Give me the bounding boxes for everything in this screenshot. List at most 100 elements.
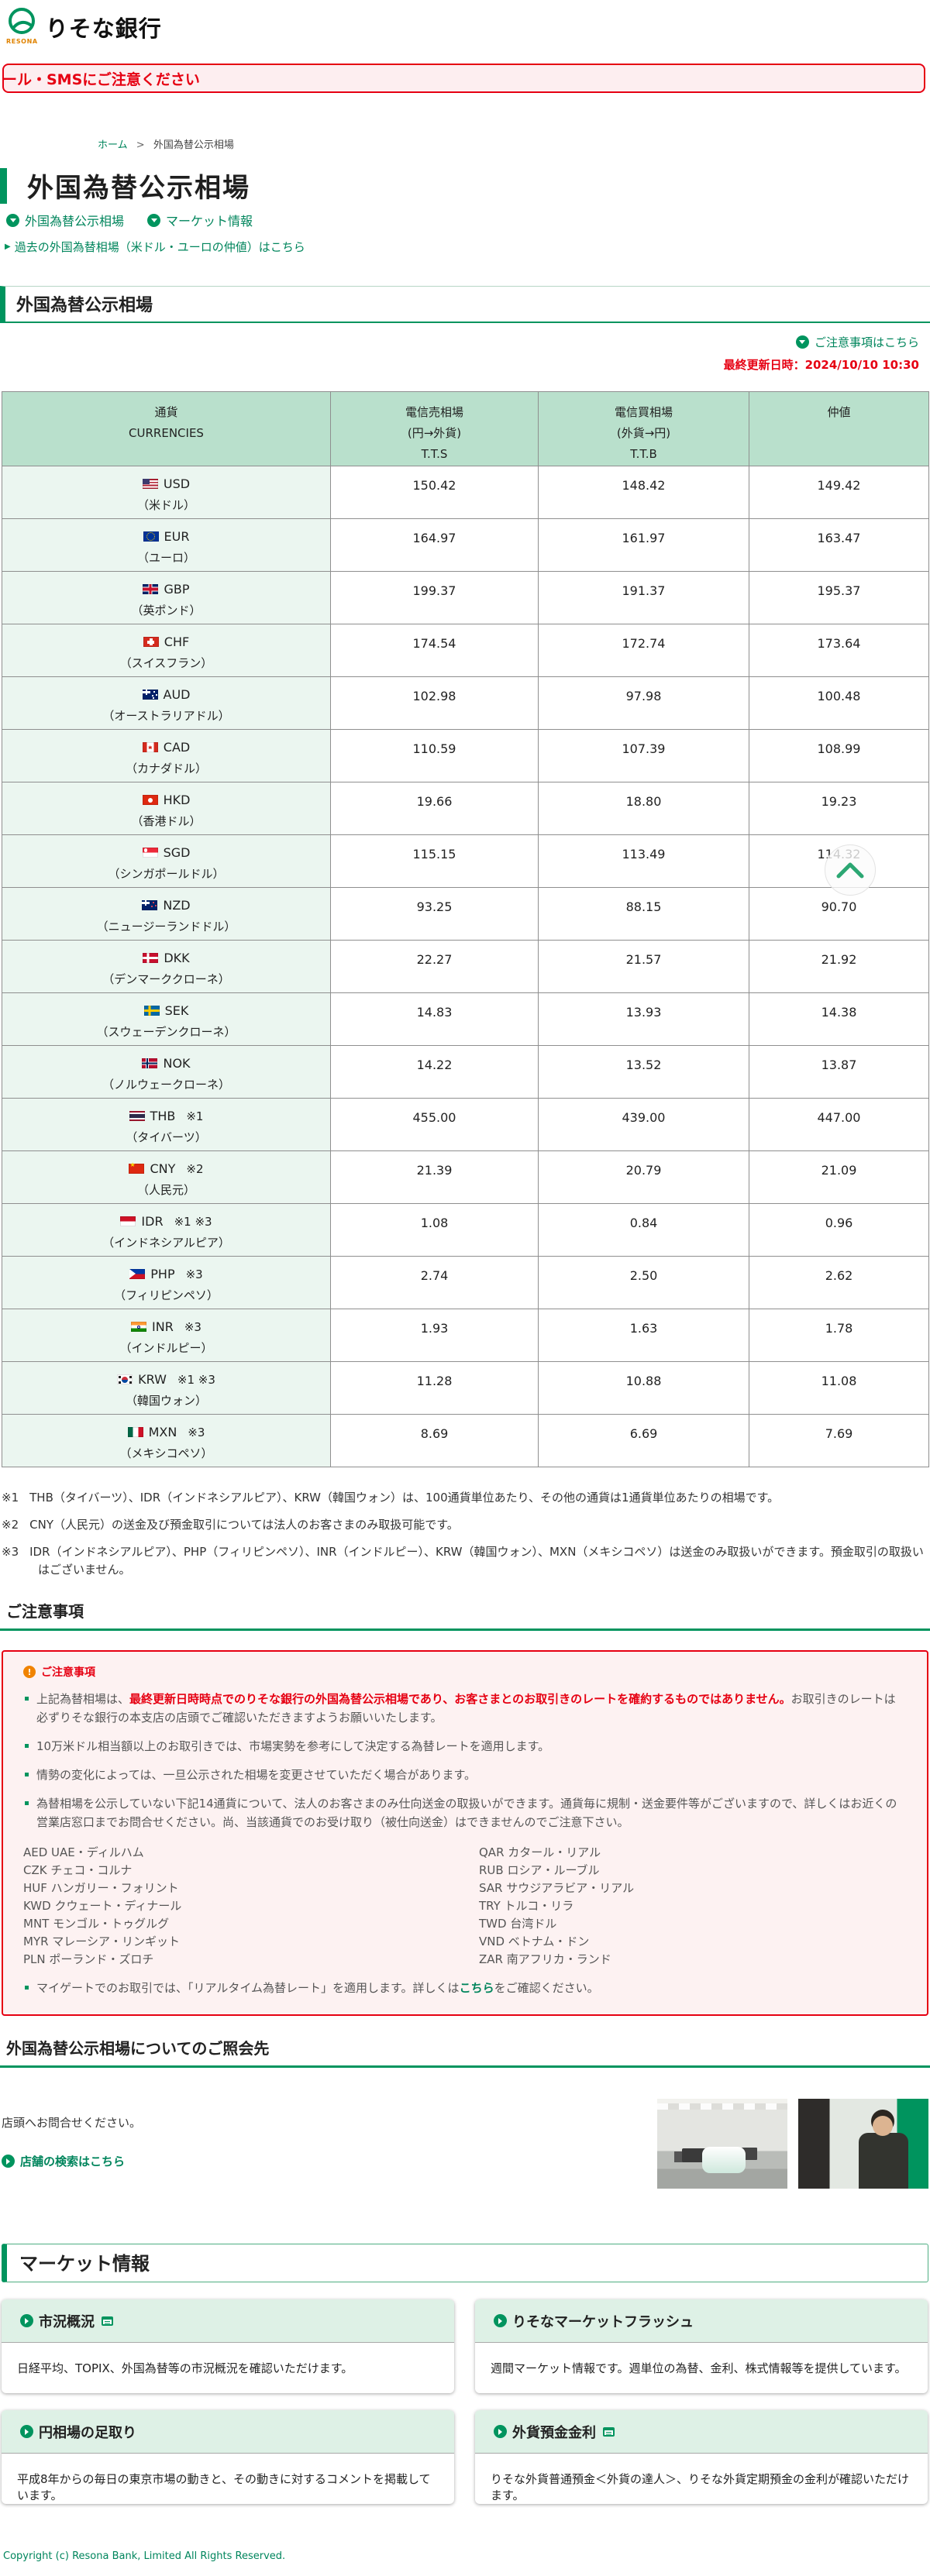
restricted-currency-list-right: QAR カタール・リアル RUB ロシア・ルーブル SAR サウジアラビア・リアル T…: [465, 1844, 907, 1969]
nakane-value: 173.64: [749, 624, 929, 677]
currency-code-line: GBP: [3, 582, 329, 597]
triangle-right-icon: ▶: [5, 242, 11, 251]
currency-code: MXN: [148, 1425, 177, 1439]
currency-code: AUD: [163, 687, 191, 702]
nakane-value: 447.00: [749, 1098, 929, 1151]
currency-marks: ※3: [184, 1319, 202, 1334]
notice-text-segment: 情勢の変化によっては、一旦公示された相場を変更させていただく場合があります。: [36, 1768, 477, 1782]
currency-cell-dkk: DKK （デンマーククローネ）: [2, 940, 331, 993]
nakane-value: 19.23: [749, 782, 929, 835]
currency-cell-sek: SEK （スウェーデンクローネ）: [2, 992, 331, 1046]
notice-bullet-4: 為替相場を公示していない下記14通貨について、法人のお客さまのみ仕向送金の取扱い…: [23, 1794, 907, 1831]
circle-chevron-down-icon: [795, 335, 809, 349]
currency-name: （インドネシアルピア）: [102, 1236, 230, 1250]
nakane-value: 108.99: [749, 729, 929, 782]
currency-cell-aud: AUD （オーストラリアドル）: [2, 676, 331, 730]
currency-name: （ユーロ）: [136, 551, 195, 565]
rate-row-dkk: DKK （デンマーククローネ） 22.27 21.57 21.92: [2, 940, 929, 993]
currency-code-line: CHF: [3, 635, 329, 649]
circle-chevron-down-icon: [6, 213, 19, 227]
mygate-bullet-list: マイゲートでのお取引では、「リアルタイム為替レート」を適用します。詳しくはこちら…: [23, 1979, 907, 1997]
restricted-currency-item: MNT モンゴル・トゥグルグ: [23, 1917, 170, 1931]
currency-code-line: USD: [3, 476, 329, 491]
tts-value: 1.93: [330, 1309, 539, 1362]
branch-search-label: 店舗の検索はこちら: [20, 2155, 126, 2168]
ttb-value: 21.57: [538, 940, 749, 993]
nakane-value: 149.42: [749, 466, 929, 519]
rate-row-usd: USD （米ドル） 150.42 148.42 149.42: [2, 466, 929, 519]
footnote-3: ※3 IDR（インドネシアルピア）、PHP（フィリピンペソ）、INR（インドルピー…: [2, 1543, 930, 1579]
scroll-to-top-button[interactable]: [825, 844, 876, 896]
resona-logo[interactable]: RESONA: [6, 6, 38, 45]
copyright: Copyright (c) Resona Bank, Limited All R…: [3, 2550, 286, 2562]
nakane-value: 21.09: [749, 1150, 929, 1204]
chevron-up-icon: [836, 862, 864, 879]
flag-dkk-icon: [143, 953, 159, 963]
nakane-value: 90.70: [749, 887, 929, 941]
currency-name: （香港ドル）: [131, 814, 202, 828]
currency-code: CNY: [150, 1161, 176, 1176]
rate-row-hkd: HKD （香港ドル） 19.66 18.80 19.23: [2, 782, 929, 835]
currency-code: CAD: [163, 740, 191, 755]
page-title-row: 外国為替公示相場: [0, 167, 930, 205]
currency-code: EUR: [164, 529, 190, 544]
currency-cell-usd: USD （米ドル）: [2, 466, 331, 519]
currency-code: NOK: [163, 1056, 191, 1071]
nakane-value: 7.69: [749, 1414, 929, 1467]
currency-marks: ※2: [186, 1161, 204, 1176]
tts-value: 150.42: [330, 466, 539, 519]
rate-row-aud: AUD （オーストラリアドル） 102.98 97.98 100.48: [2, 676, 929, 730]
currency-cell-hkd: HKD （香港ドル）: [2, 782, 331, 835]
footnote-2: ※2 CNY（人民元）の送金及び預金取引については法人のお客さまのみ取扱可能です。: [2, 1516, 930, 1534]
currency-marks: ※3: [188, 1425, 205, 1439]
market-card-link-1[interactable]: 市況概況: [2, 2299, 454, 2343]
tts-value: 455.00: [330, 1098, 539, 1151]
alert-banner-text: ール・SMSにご注意ください: [2, 71, 200, 88]
currency-cell-gbp: GBP （英ポンド）: [2, 571, 331, 624]
currency-code: INR: [152, 1319, 174, 1334]
market-card-link-2[interactable]: りそなマーケットフラッシュ: [475, 2299, 928, 2343]
restricted-currency-item: HUF ハンガリー・フォリント: [23, 1881, 179, 1895]
nakane-value: 13.87: [749, 1045, 929, 1099]
notice-bullet-3: 情勢の変化によっては、一旦公示された相場を変更させていただく場合があります。: [23, 1766, 907, 1784]
phishing-alert-banner[interactable]: ール・SMSにご注意ください: [2, 64, 925, 93]
currency-name: （オーストラリアドル）: [102, 709, 230, 723]
breadcrumb-home-link[interactable]: ホーム: [98, 139, 128, 151]
currency-cell-nzd: NZD （ニュージーランドドル）: [2, 887, 331, 941]
nakane-value: 11.08: [749, 1361, 929, 1415]
past-rates-link[interactable]: ▶ 過去の外国為替相場（米ドル・ユーロの仲値）はこちら: [5, 239, 930, 255]
flag-gbp-icon: [143, 584, 159, 594]
quick-link-rates[interactable]: 外国為替公示相場: [6, 211, 124, 229]
currency-code-line: CAD: [3, 740, 329, 755]
tts-value: 11.28: [330, 1361, 539, 1415]
title-accent-bar: [0, 167, 7, 204]
nakane-value: 2.62: [749, 1256, 929, 1309]
market-card-4: 外貨預金金利 りそな外貨普通預金＜外貨の達人＞、りそな外貨定期預金の金利が確認いた…: [475, 2410, 928, 2504]
page-title: 外国為替公示相場: [27, 173, 250, 204]
ttb-value: 113.49: [538, 834, 749, 888]
flag-eur-icon: [143, 531, 159, 542]
nakane-value: 195.37: [749, 571, 929, 624]
notice-inline-link[interactable]: こちら: [459, 1981, 494, 1995]
market-card-link-4[interactable]: 外貨預金金利: [475, 2410, 928, 2454]
quick-link-market[interactable]: マーケット情報: [147, 211, 253, 229]
currency-cell-inr: INR ※3 （インドルピー）: [2, 1309, 331, 1362]
flag-sek-icon: [143, 1006, 160, 1016]
currency-code-line: HKD: [3, 793, 329, 807]
notice-anchor-link[interactable]: ご注意事項はこちら: [795, 334, 919, 350]
currency-marks: ※1 ※3: [177, 1372, 215, 1387]
restricted-currency-item: MYR マレーシア・リンギット: [23, 1935, 180, 1948]
currency-cell-sgd: SGD （シンガポールドル）: [2, 834, 331, 888]
brand-name[interactable]: りそな銀行: [45, 15, 162, 42]
flag-nok-icon: [142, 1058, 158, 1068]
flag-hkd-icon: [142, 795, 158, 805]
currency-cell-mxn: MXN ※3 （メキシコペソ）: [2, 1414, 331, 1467]
nakane-value: 21.92: [749, 940, 929, 993]
market-card-link-3[interactable]: 円相場の足取り: [2, 2410, 454, 2454]
currency-code-line: SEK: [3, 1003, 329, 1018]
breadcrumb-current: 外国為替公示相場: [153, 139, 234, 151]
currency-cell-php: PHP ※3 （フィリピンペソ）: [2, 1256, 331, 1309]
branch-search-link[interactable]: 店舗の検索はこちら: [2, 2153, 125, 2169]
tts-value: 93.25: [330, 887, 539, 941]
currency-name: （カナダドル）: [125, 762, 207, 776]
